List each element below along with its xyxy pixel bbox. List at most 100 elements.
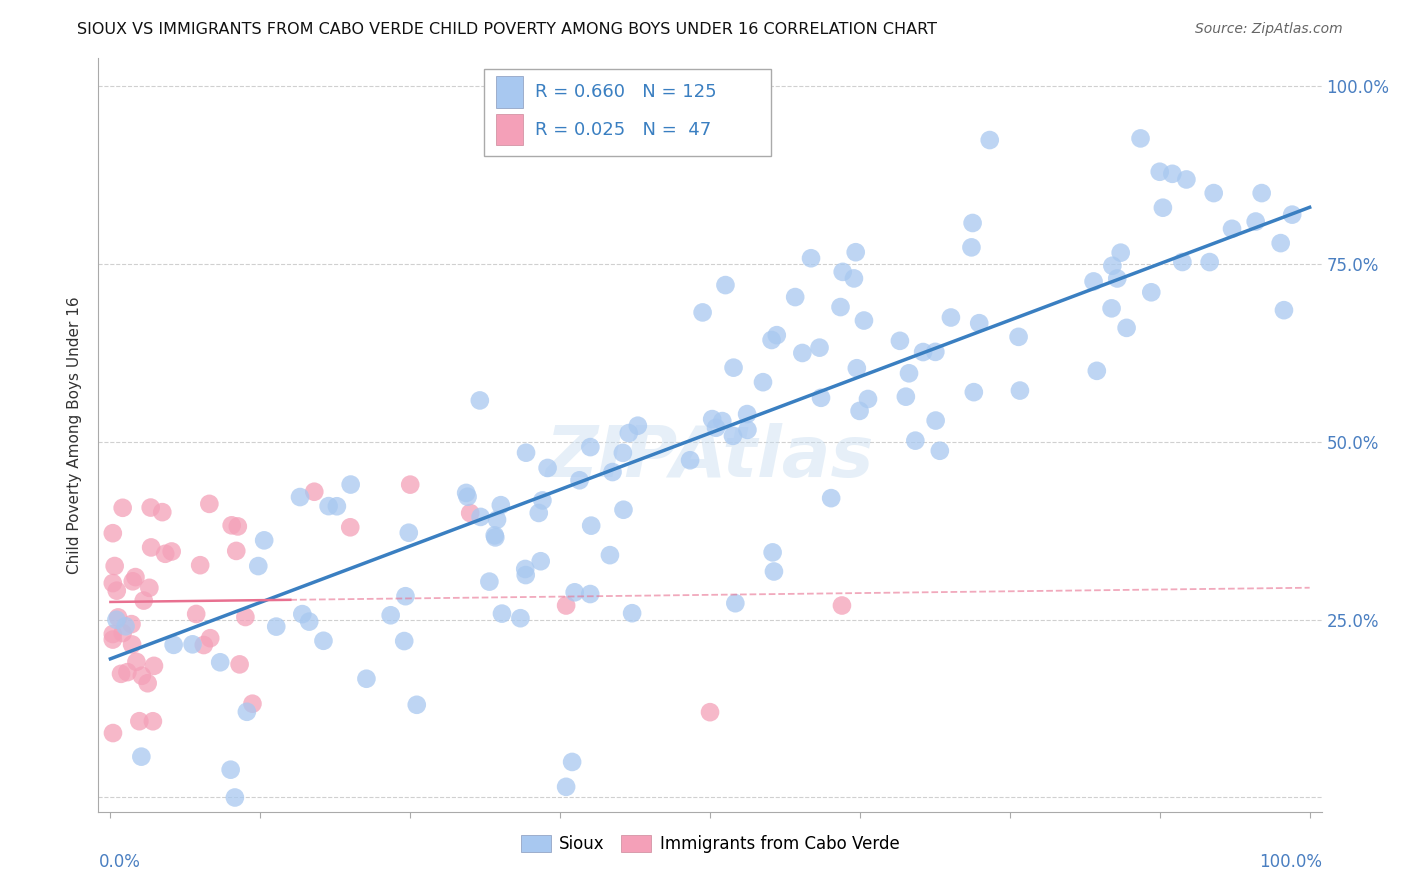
Point xyxy=(484,528,506,542)
Point xyxy=(692,305,714,319)
Text: Source: ZipAtlas.com: Source: ZipAtlas.com xyxy=(1195,22,1343,37)
Point xyxy=(599,548,621,562)
Point xyxy=(1171,255,1194,269)
Point xyxy=(486,513,509,527)
Point xyxy=(225,544,247,558)
Point xyxy=(1281,208,1303,222)
Point xyxy=(679,453,702,467)
Point xyxy=(924,344,946,359)
Point xyxy=(392,634,416,648)
Point xyxy=(579,440,602,454)
Point xyxy=(762,545,785,559)
Point xyxy=(530,554,553,568)
Point xyxy=(621,606,644,620)
Point xyxy=(1175,172,1198,186)
FancyBboxPatch shape xyxy=(496,76,523,108)
Point xyxy=(1244,214,1267,228)
Point xyxy=(132,593,155,607)
Point xyxy=(939,310,962,325)
Point xyxy=(209,655,232,669)
Point xyxy=(312,633,335,648)
Point xyxy=(110,666,132,681)
Point xyxy=(820,491,842,505)
Point xyxy=(478,574,501,589)
Point xyxy=(160,544,183,558)
Point xyxy=(468,393,491,408)
Point xyxy=(1220,222,1243,236)
Point xyxy=(831,265,853,279)
Point xyxy=(326,500,349,514)
Point xyxy=(564,585,586,599)
Point xyxy=(291,607,314,621)
Point xyxy=(235,610,257,624)
Point xyxy=(509,611,531,625)
Point xyxy=(150,505,173,519)
Point xyxy=(457,490,479,504)
Point xyxy=(792,346,814,360)
Point xyxy=(398,525,420,540)
Point xyxy=(405,698,427,712)
Point xyxy=(484,530,506,544)
Point xyxy=(101,632,124,647)
Point xyxy=(186,607,208,621)
Point xyxy=(101,627,124,641)
Point xyxy=(456,486,478,500)
Point xyxy=(848,404,870,418)
Point xyxy=(515,562,537,576)
Point xyxy=(617,426,640,441)
Point xyxy=(125,655,148,669)
Point xyxy=(121,617,143,632)
Point xyxy=(962,216,984,230)
Point xyxy=(193,638,215,652)
Point xyxy=(380,608,402,623)
Point xyxy=(1250,186,1272,200)
FancyBboxPatch shape xyxy=(484,70,772,156)
Point xyxy=(928,443,950,458)
Point xyxy=(612,446,634,460)
Point xyxy=(1272,303,1295,318)
FancyBboxPatch shape xyxy=(496,114,523,145)
Point xyxy=(111,500,134,515)
Point xyxy=(304,484,326,499)
Text: 100.0%: 100.0% xyxy=(1258,853,1322,871)
Point xyxy=(399,477,422,491)
Point xyxy=(101,526,124,541)
Point xyxy=(226,519,249,533)
Point xyxy=(555,599,578,613)
Point xyxy=(723,360,745,375)
Point xyxy=(1115,321,1137,335)
Point xyxy=(105,583,128,598)
Point xyxy=(1085,364,1108,378)
Point xyxy=(808,341,831,355)
Point xyxy=(830,300,852,314)
Point xyxy=(714,278,737,293)
Point xyxy=(128,714,150,729)
Point xyxy=(142,658,165,673)
Point xyxy=(162,638,184,652)
Point xyxy=(224,790,246,805)
Point xyxy=(236,705,259,719)
Point xyxy=(247,559,270,574)
Point xyxy=(131,749,153,764)
Point xyxy=(136,676,159,690)
Point xyxy=(1101,259,1123,273)
Point xyxy=(121,574,143,589)
Point xyxy=(845,245,868,260)
Point xyxy=(198,497,221,511)
Point xyxy=(761,333,783,347)
Point xyxy=(979,133,1001,147)
Point xyxy=(711,414,734,428)
Point xyxy=(138,581,160,595)
Point xyxy=(111,626,134,640)
Point xyxy=(181,637,204,651)
Point xyxy=(356,672,378,686)
Point xyxy=(1198,255,1220,269)
Point xyxy=(155,547,177,561)
Point xyxy=(394,589,416,603)
Point xyxy=(470,509,492,524)
Point xyxy=(704,421,727,435)
Point xyxy=(724,596,747,610)
Legend: Sioux, Immigrants from Cabo Verde: Sioux, Immigrants from Cabo Verde xyxy=(515,829,905,860)
Point xyxy=(288,490,311,504)
Text: 0.0%: 0.0% xyxy=(98,853,141,871)
